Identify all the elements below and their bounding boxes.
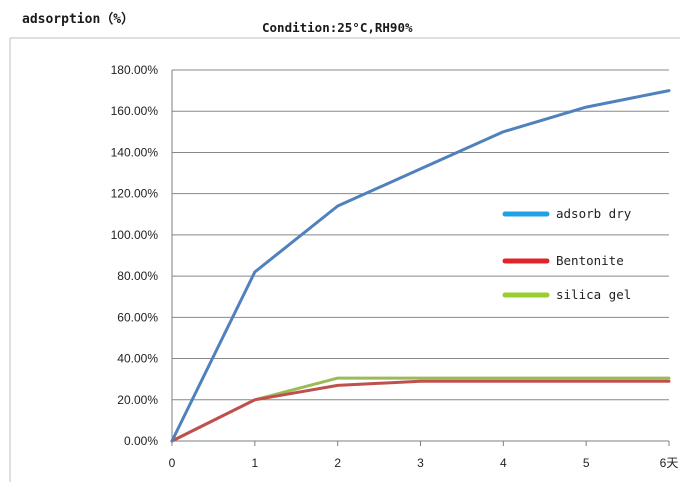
legend: adsorb dry Bentonite silica gel — [502, 206, 632, 302]
series-line-1 — [170, 89, 671, 443]
series-lines — [170, 89, 671, 443]
y-tick-labels: 0.00% 20.00% 40.00% 60.00% 80.00% 100.00% 120.… — [111, 63, 159, 448]
y-tick-label: 0.00% — [124, 434, 158, 448]
y-tick-label: 100.00% — [111, 228, 159, 242]
x-tick-label: 4 — [500, 456, 507, 470]
x-tick-label: 2 — [334, 456, 341, 470]
x-tick-labels: 0 1 2 3 4 5 6天 — [169, 456, 679, 470]
y-tick-label: 160.00% — [111, 104, 159, 118]
y-tick-label: 180.00% — [111, 63, 159, 77]
y-tick-label: 20.00% — [117, 393, 158, 407]
y-tick-label: 80.00% — [117, 269, 158, 283]
y-tick-label: 40.00% — [117, 352, 158, 366]
x-tick-label: 0 — [169, 456, 176, 470]
grid-lines — [172, 69, 669, 401]
legend-label: Bentonite — [556, 253, 624, 268]
legend-label: adsorb dry — [556, 206, 632, 221]
y-tick-label: 60.00% — [117, 310, 158, 324]
x-tick-label: 3 — [417, 456, 424, 470]
y-tick-label: 120.00% — [111, 187, 159, 201]
chart-title: adsorption（%） — [22, 12, 135, 27]
series-line-3 — [170, 376, 671, 443]
y-tick-label: 140.00% — [111, 145, 159, 159]
axes — [171, 70, 670, 446]
chart-subtitle: Condition:25°C,RH90% — [262, 20, 413, 35]
series-line-2 — [170, 379, 671, 443]
x-tick-label: 5 — [583, 456, 590, 470]
x-tick-label: 1 — [251, 456, 258, 470]
legend-label: silica gel — [556, 287, 631, 302]
x-tick-label: 6天 — [660, 456, 679, 470]
